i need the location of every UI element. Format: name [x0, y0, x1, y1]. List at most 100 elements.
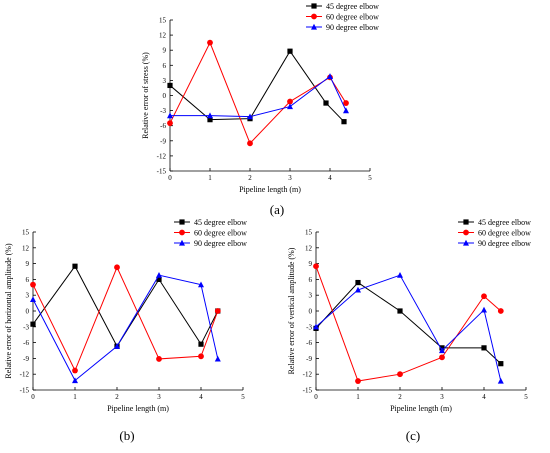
data-point [30, 281, 36, 288]
data-point [30, 321, 36, 327]
legend-label: 45 degree elbow [194, 218, 247, 227]
data-point [247, 140, 253, 147]
y-tick-label: -12 [20, 371, 30, 379]
y-tick-label: -3 [160, 107, 166, 115]
data-point [327, 73, 333, 79]
y-tick-label: 9 [163, 47, 167, 55]
y-tick-label: -9 [23, 355, 29, 363]
y-tick-label: -12 [157, 152, 167, 160]
y-tick-label: 12 [305, 244, 313, 252]
y-tick-label: -6 [160, 122, 166, 130]
y-tick-label: 3 [163, 77, 167, 85]
legend-marker [463, 239, 469, 246]
data-point [323, 100, 329, 106]
x-tick-label: 3 [288, 174, 292, 182]
data-point [72, 367, 78, 374]
y-tick-label: 6 [26, 276, 30, 284]
series-line [32, 265, 219, 348]
x-tick-label: 1 [73, 393, 77, 401]
x-tick-label: 5 [524, 393, 528, 401]
y-tick-label: -6 [23, 339, 29, 347]
x-tick-label: 5 [368, 174, 372, 182]
data-point [156, 271, 162, 278]
y-tick-label: -9 [306, 355, 312, 363]
y-tick-label: -15 [20, 387, 30, 395]
data-point [397, 308, 403, 314]
data-point [287, 48, 293, 54]
series-line [315, 274, 502, 382]
legend-label: 90 degree elbow [478, 239, 531, 248]
data-point [114, 343, 120, 349]
y-tick-label: 12 [159, 32, 167, 40]
legend-label: 60 degree elbow [194, 229, 247, 238]
y-tick-label: 3 [309, 292, 313, 300]
data-point [481, 293, 487, 300]
legend-marker [179, 239, 185, 246]
x-tick-label: 4 [482, 393, 486, 401]
y-tick-label: 0 [26, 308, 30, 316]
data-point [198, 353, 204, 360]
data-point [481, 345, 487, 351]
y-axis-label: Relative error of vertical amplitude (%) [287, 247, 296, 374]
x-axis-label: Pipeline length (m) [390, 404, 452, 413]
x-tick-label: 2 [398, 393, 402, 401]
data-point [313, 323, 319, 330]
y-tick-label: 15 [305, 229, 313, 237]
y-tick-label: -9 [160, 137, 166, 145]
series-line [169, 50, 345, 123]
x-tick-label: 1 [208, 174, 212, 182]
data-point [167, 82, 173, 89]
panel-label-c: (c) [406, 428, 420, 443]
series-line [32, 274, 219, 382]
data-point [198, 341, 204, 347]
x-tick-label: 2 [248, 174, 252, 182]
legend-marker [179, 229, 185, 236]
legend-marker [311, 3, 317, 9]
data-point [397, 271, 403, 278]
data-point [114, 264, 120, 271]
x-tick-label: 5 [241, 393, 245, 401]
x-tick-label: 3 [157, 393, 161, 401]
data-point [198, 281, 204, 288]
data-point [72, 263, 78, 269]
y-tick-label: 0 [309, 308, 313, 316]
y-tick-label: -6 [306, 339, 312, 347]
legend-label: 60 degree elbow [478, 229, 531, 238]
y-tick-label: 15 [159, 17, 167, 25]
x-tick-label: 0 [31, 393, 35, 401]
data-point [439, 354, 445, 361]
data-point [341, 119, 347, 125]
data-point [156, 276, 162, 282]
data-point [72, 377, 78, 384]
data-point [343, 107, 349, 114]
data-point [355, 378, 361, 384]
x-tick-label: 2 [115, 393, 119, 401]
data-point [207, 117, 213, 123]
x-axis-label: Pipeline length (m) [107, 404, 169, 413]
data-point [247, 113, 253, 120]
legend-marker [311, 13, 317, 20]
data-point [167, 112, 173, 119]
legend-label: 45 degree elbow [478, 218, 531, 227]
panel-label-a: (a) [270, 202, 284, 217]
y-tick-label: -3 [23, 323, 29, 331]
x-tick-label: 1 [356, 393, 360, 401]
data-point [498, 361, 504, 367]
data-point [156, 356, 162, 362]
data-point [343, 100, 349, 106]
data-point [481, 306, 487, 313]
y-tick-label: 12 [22, 244, 30, 252]
data-point [214, 355, 221, 362]
y-axis-label: Relative error of horizontal amplitude (… [4, 243, 13, 379]
y-tick-label: 9 [26, 260, 30, 268]
data-point [167, 120, 173, 127]
data-point [287, 103, 293, 110]
data-point [355, 286, 361, 293]
x-tick-label: 4 [328, 174, 332, 182]
y-tick-label: 0 [163, 92, 167, 100]
legend-marker [463, 229, 469, 236]
y-tick-label: 15 [22, 229, 30, 237]
